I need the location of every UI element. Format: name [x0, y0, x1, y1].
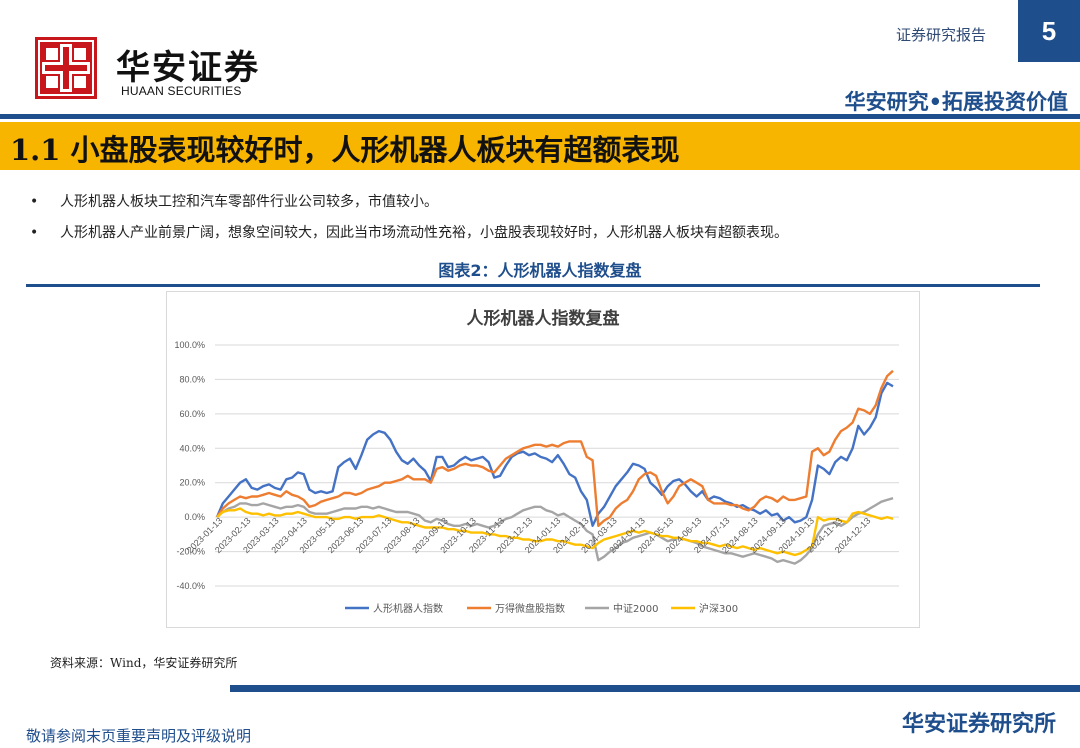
legend-label: 沪深300	[699, 602, 738, 615]
line-chart: 人形机器人指数复盘 100.0% 80.0% 60.0% 40.0% 20.0% 0.0% -…	[174, 308, 899, 615]
legend-label: 万得微盘股指数	[495, 602, 565, 615]
chart-title: 人形机器人指数复盘	[467, 308, 620, 329]
bullet-item: • 人形机器人产业前景广阔，想象空间较大，因此当市场流动性充裕，小盘股表现较好时，…	[30, 222, 788, 242]
bullet-item: • 人形机器人板块工控和汽车零部件行业公司较多，市值较小。	[30, 191, 438, 211]
bullet-text: 人形机器人产业前景广阔，想象空间较大，因此当市场流动性充裕，小盘股表现较好时，人…	[60, 225, 788, 241]
legend-label: 中证2000	[613, 602, 658, 615]
chart-container: 人形机器人指数复盘 100.0% 80.0% 60.0% 40.0% 20.0% 0.0% -…	[166, 291, 920, 628]
disclaimer-link[interactable]: 敬请参阅末页重要声明及评级说明	[26, 727, 252, 745]
huaan-logo-icon	[35, 37, 97, 99]
y-tick-label: 40.0%	[179, 443, 205, 453]
footer-divider	[230, 685, 1080, 692]
y-tick-label: 20.0%	[179, 478, 205, 488]
page-number: 5	[1018, 0, 1080, 62]
figure-caption: 图表2：人形机器人指数复盘	[438, 261, 642, 280]
y-tick-label: -40.0%	[176, 581, 205, 591]
y-tick-label: 80.0%	[179, 374, 205, 384]
series-line	[215, 381, 894, 528]
series-line	[216, 369, 894, 528]
legend-label: 人形机器人指数	[373, 602, 443, 615]
y-tick-label: 60.0%	[179, 409, 205, 419]
y-tick-label: 100.0%	[174, 340, 205, 350]
source-note: 资料来源：Wind，华安证券研究所	[50, 656, 238, 670]
section-title: 1.1 小盘股表现较好时，人形机器人板块有超额表现	[10, 133, 680, 167]
header-slogan: 华安研究•拓展投资价值	[844, 90, 1068, 114]
figure-divider	[26, 284, 1040, 287]
bullet-text: 人形机器人板块工控和汽车零部件行业公司较多，市值较小。	[60, 194, 438, 210]
report-type-label: 证券研究报告	[895, 26, 986, 44]
bullet-marker: •	[30, 225, 39, 241]
y-tick-label: 0.0%	[184, 512, 205, 522]
brand-name-en: HUAAN SECURITIES	[121, 84, 242, 98]
header-divider	[0, 114, 1080, 119]
series-line	[216, 497, 894, 565]
section-title-bar	[0, 122, 1080, 170]
brand-name-cn: 华安证券	[116, 48, 260, 88]
y-tick-label: -20.0%	[176, 547, 205, 557]
bullet-marker: •	[30, 194, 39, 210]
series-line	[216, 507, 894, 557]
footer-brand: 华安证券研究所	[901, 712, 1056, 737]
